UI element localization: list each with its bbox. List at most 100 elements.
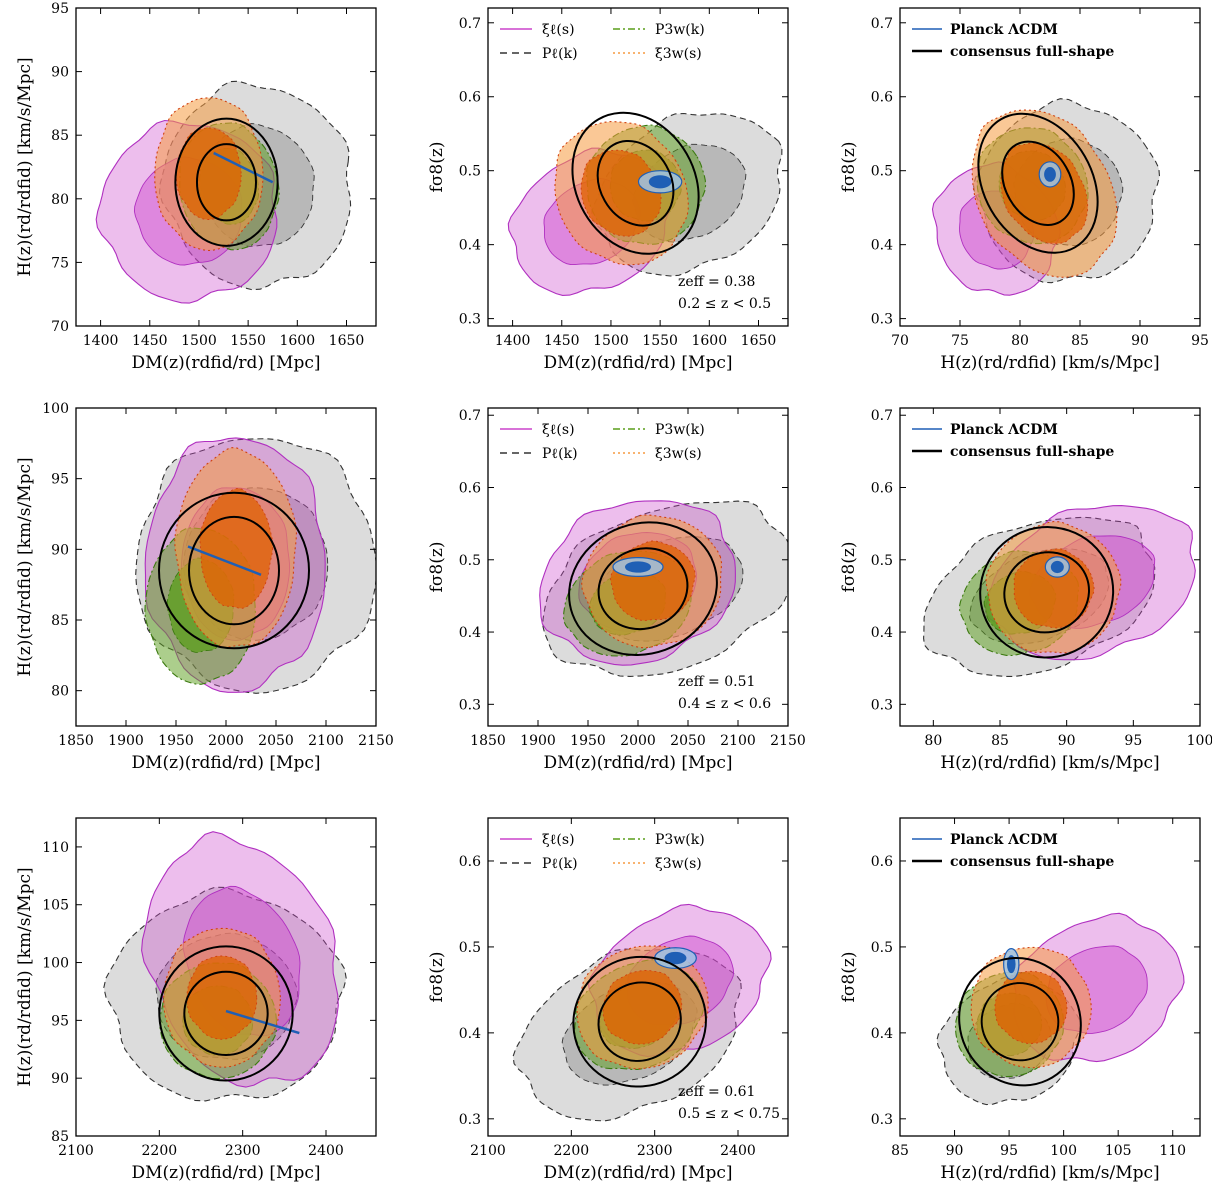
x-tick-label: 85: [891, 1143, 909, 1159]
y-tick-label: 85: [51, 613, 69, 629]
panel-row3-col2: 2100 2200 2300 2400 0.3 0.4 0.5 0.6 DM(z)(rdfid/…: [427, 817, 789, 1183]
consensus-ellipse-outer: [977, 112, 1099, 254]
x-tick-label: 1850: [58, 733, 94, 749]
planck-line: [187, 545, 262, 576]
x-tick-label: 2150: [358, 733, 394, 749]
x-tick-label: 1450: [544, 333, 580, 349]
legend-label: ξℓ(s): [542, 422, 575, 438]
y-tick-label: 0.7: [871, 408, 893, 424]
x-tick-label: 1900: [520, 733, 556, 749]
plot-area: [936, 912, 1185, 1106]
x-axis-label: DM(z)(rdfid/rd) [Mpc]: [544, 753, 733, 773]
y-tick-label: 0.6: [459, 854, 481, 870]
contour-inner-xi_3w: [994, 970, 1068, 1044]
planck-contour-inner: [1006, 955, 1016, 974]
x-tick-label: 75: [951, 333, 969, 349]
y-tick-label: 0.6: [871, 481, 893, 497]
consensus-ellipse-inner: [597, 547, 689, 631]
legend-label: Pℓ(k): [542, 46, 578, 62]
consensus-ellipse-outer: [568, 521, 718, 656]
y-tick-label: 70: [51, 319, 69, 335]
x-tick-label: 1900: [108, 733, 144, 749]
planck-contour-inner: [1044, 166, 1056, 182]
plot-area: [512, 903, 772, 1122]
legend-label: P3w(k): [655, 22, 705, 38]
x-axis-label: DM(z)(rdfid/rd) [Mpc]: [544, 353, 733, 373]
legend-label: P3w(k): [655, 422, 705, 438]
x-axis-label: H(z)(rd/rdfid) [km/s/Mpc]: [940, 353, 1159, 373]
y-tick-label: 95: [51, 472, 69, 488]
x-tick-label: 85: [991, 733, 1009, 749]
y-axis-label: fσ8(z): [839, 142, 859, 193]
x-axis-label: DM(z)(rdfid/rd) [Mpc]: [132, 353, 321, 373]
y-tick-label: 0.5: [459, 164, 481, 180]
panel-row3-col1: 2100 2200 2300 2400 85 90 95 100 105 110 DM(z)(rdf…: [15, 817, 377, 1183]
y-axis-label: H(z)(rd/rdfid) [km/s/Mpc]: [15, 457, 35, 676]
y-tick-label: 0.4: [871, 1026, 893, 1042]
legend-label: ξ3w(s): [655, 446, 702, 462]
y-tick-label: 0.6: [871, 90, 893, 106]
consensus-ellipse-outer: [571, 111, 700, 255]
x-tick-label: 100: [1050, 1143, 1077, 1159]
x-tick-label: 2300: [225, 1143, 261, 1159]
x-tick-label: 2400: [720, 1143, 756, 1159]
x-tick-label: 2100: [58, 1143, 94, 1159]
y-tick-label: 0.4: [871, 238, 893, 254]
y-tick-label: 0.3: [459, 1112, 481, 1128]
x-tick-label: 2100: [308, 733, 344, 749]
x-tick-label: 2000: [208, 733, 244, 749]
plot-area: [135, 437, 376, 694]
y-tick-label: 0.6: [459, 481, 481, 497]
y-tick-label: 0.5: [871, 164, 893, 180]
consensus-ellipse-inner: [183, 970, 269, 1057]
consensus-ellipse-inner: [188, 515, 280, 626]
x-tick-label: 2100: [720, 733, 756, 749]
consensus-ellipse-inner: [597, 981, 682, 1062]
x-tick-label: 1950: [570, 733, 606, 749]
y-tick-label: 0.3: [871, 312, 893, 328]
y-tick-label: 80: [51, 684, 69, 700]
y-tick-label: 0.6: [459, 90, 481, 106]
panel-row1-col2: 1400 1450 1500 1550 1600 1650 0.3 0.4 0.5 0.6 0.7 D…: [427, 7, 789, 373]
plot-area: [931, 98, 1161, 296]
y-axis-label: fσ8(z): [427, 952, 447, 1003]
plot-area: [103, 831, 347, 1102]
x-tick-label: 2000: [620, 733, 656, 749]
planck-contour-inner: [648, 175, 672, 189]
y-tick-label: 105: [42, 898, 69, 914]
y-tick-label: 80: [51, 192, 69, 208]
x-tick-label: 85: [1071, 333, 1089, 349]
axes-frame: [899, 817, 1201, 1137]
redshift-annotation: 0.5 ≤ z < 0.75: [678, 1106, 780, 1122]
x-tick-label: 2200: [554, 1143, 590, 1159]
y-tick-label: 0.4: [459, 238, 481, 254]
axes-frame: [899, 407, 1201, 727]
y-axis-label: fσ8(z): [427, 542, 447, 593]
x-tick-label: 2300: [637, 1143, 673, 1159]
panel-row2-col3: 80 85 90 95 100 0.3 0.4 0.5 0.6 0.7 H(z)(rd/rdfid)…: [839, 407, 1212, 773]
y-axis-label: H(z)(rd/rdfid) [km/s/Mpc]: [15, 867, 35, 1086]
plot-area: [95, 80, 352, 304]
planck-contour-inner: [1050, 560, 1064, 574]
legend-label: Planck ΛCDM: [950, 832, 1058, 848]
x-tick-label: 70: [891, 333, 909, 349]
legend-label: Planck ΛCDM: [950, 422, 1058, 438]
y-tick-label: 90: [51, 1071, 69, 1087]
axes-frame: [899, 7, 1201, 327]
panel-row3-col3: 85 90 95 100 105 110 0.3 0.4 0.5 0.6 H(z)(rd/rdfid…: [839, 817, 1201, 1183]
plot-area: [507, 111, 783, 296]
x-tick-label: 95: [1124, 733, 1142, 749]
x-tick-label: 2050: [670, 733, 706, 749]
y-tick-label: 110: [42, 840, 69, 856]
y-tick-label: 0.5: [459, 940, 481, 956]
x-tick-label: 1500: [593, 333, 629, 349]
y-tick-label: 0.5: [871, 940, 893, 956]
x-tick-label: 95: [1000, 1143, 1018, 1159]
planck-contour-inner: [664, 951, 687, 965]
legend-label: ξ3w(s): [655, 856, 702, 872]
redshift-annotation: zeff = 0.61: [678, 1084, 755, 1100]
x-tick-label: 1400: [83, 333, 119, 349]
y-tick-label: 85: [51, 128, 69, 144]
y-tick-label: 0.7: [459, 408, 481, 424]
